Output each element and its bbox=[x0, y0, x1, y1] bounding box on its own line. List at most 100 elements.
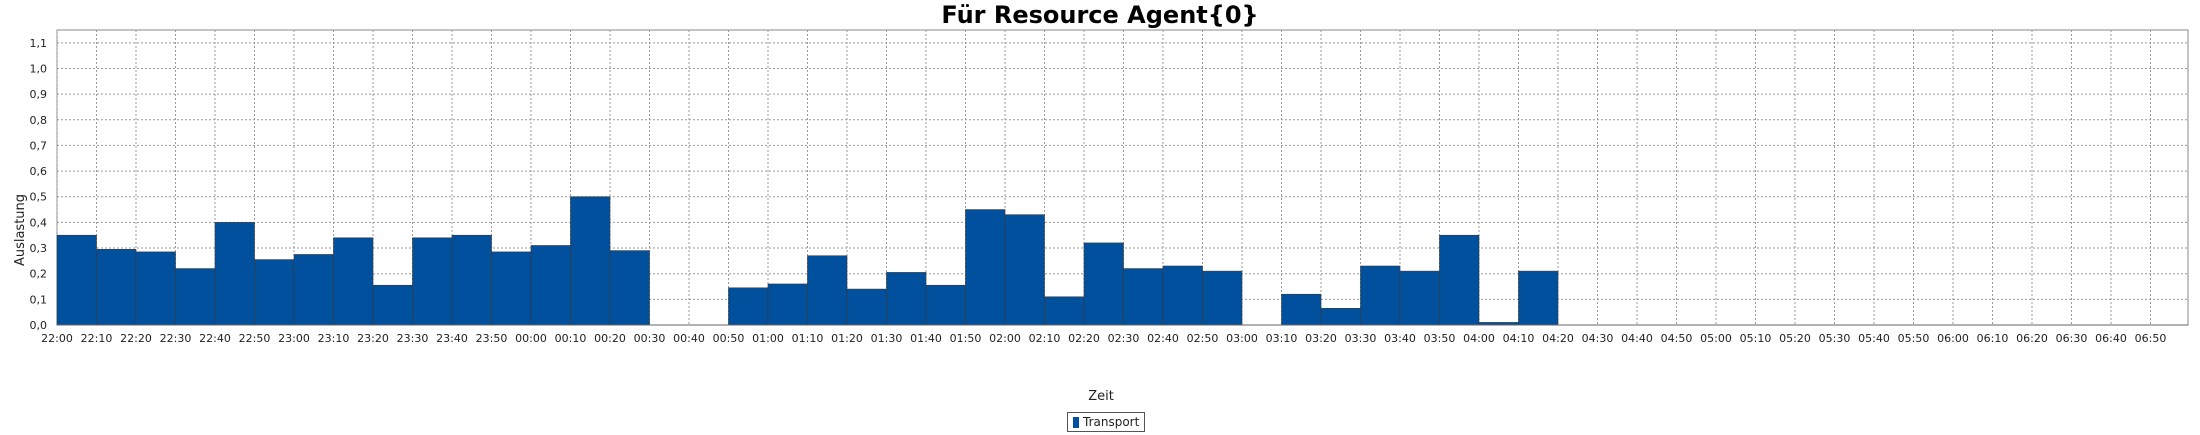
x-tick-label: 22:40 bbox=[199, 332, 231, 345]
y-tick-label: 0,9 bbox=[30, 88, 48, 101]
bar bbox=[135, 251, 176, 326]
grid-layer bbox=[56, 29, 2189, 326]
x-tick-label: 00:10 bbox=[555, 332, 587, 345]
x-tick-label: 00:30 bbox=[634, 332, 666, 345]
x-tick-label: 06:40 bbox=[2095, 332, 2127, 345]
chart-title: Für Resource Agent{0} bbox=[941, 1, 1259, 29]
bar bbox=[56, 234, 97, 326]
y-tick-label: 1,1 bbox=[30, 37, 48, 50]
x-tick-label: 23:40 bbox=[436, 332, 468, 345]
y-tick-label: 0,7 bbox=[30, 139, 48, 152]
x-tick-label: 05:50 bbox=[1898, 332, 1930, 345]
x-tick-label: 06:30 bbox=[2056, 332, 2088, 345]
x-tick-label: 22:10 bbox=[81, 332, 113, 345]
x-tick-label: 05:40 bbox=[1858, 332, 1890, 345]
bar bbox=[214, 222, 255, 326]
x-tick-label: 05:10 bbox=[1740, 332, 1772, 345]
y-tick-label: 0,2 bbox=[30, 268, 48, 281]
bar bbox=[254, 259, 295, 326]
x-tick-label: 00:40 bbox=[673, 332, 705, 345]
x-tick-label: 04:30 bbox=[1582, 332, 1614, 345]
bar bbox=[728, 287, 769, 326]
y-tick-label: 1,0 bbox=[30, 62, 48, 75]
bar bbox=[570, 196, 611, 326]
bar bbox=[1202, 270, 1243, 326]
x-tick-label: 00:00 bbox=[515, 332, 547, 345]
legend: Transport bbox=[1067, 412, 1146, 432]
x-tick-label: 04:50 bbox=[1661, 332, 1693, 345]
bar bbox=[1399, 270, 1440, 326]
y-tick-label: 0,1 bbox=[30, 293, 48, 306]
x-tick-label: 04:40 bbox=[1621, 332, 1653, 345]
x-tick-label: 22:30 bbox=[160, 332, 192, 345]
x-tick-label: 05:30 bbox=[1819, 332, 1851, 345]
x-tick-label: 00:50 bbox=[713, 332, 745, 345]
bar bbox=[767, 283, 808, 326]
x-tick-label: 03:20 bbox=[1305, 332, 1337, 345]
axis-layer: 0,0 0,1 0,2 0,3 0,4 0,5 0,6 0,7 0,8 0,9 1,0 1,1 22:0… bbox=[30, 37, 2188, 345]
y-tick-label: 0,0 bbox=[30, 319, 48, 332]
bar bbox=[1123, 268, 1164, 326]
bar bbox=[1083, 242, 1124, 326]
x-tick-label: 23:50 bbox=[476, 332, 508, 345]
bar bbox=[293, 254, 334, 326]
bar bbox=[175, 268, 216, 326]
x-tick-label: 03:50 bbox=[1424, 332, 1456, 345]
y-tick-label: 0,4 bbox=[30, 216, 48, 229]
x-tick-label: 23:00 bbox=[278, 332, 310, 345]
bar bbox=[96, 249, 137, 326]
x-tick-label: 03:30 bbox=[1345, 332, 1377, 345]
bar bbox=[530, 245, 571, 326]
x-tick-label: 01:10 bbox=[792, 332, 824, 345]
bar bbox=[1004, 214, 1045, 326]
bar bbox=[846, 288, 887, 326]
bar bbox=[609, 250, 650, 326]
x-tick-label: 03:40 bbox=[1384, 332, 1416, 345]
bar bbox=[1162, 265, 1203, 326]
bar bbox=[333, 237, 374, 326]
bar bbox=[372, 284, 413, 326]
x-tick-label: 23:30 bbox=[397, 332, 429, 345]
x-tick-label: 04:00 bbox=[1463, 332, 1495, 345]
x-tick-label: 06:50 bbox=[2135, 332, 2167, 345]
bar bbox=[451, 234, 492, 326]
bar bbox=[1439, 234, 1480, 326]
x-tick-label: 02:00 bbox=[989, 332, 1021, 345]
bar bbox=[491, 251, 532, 326]
x-tick-label: 23:10 bbox=[318, 332, 350, 345]
bar bbox=[412, 237, 453, 326]
legend-label: Transport bbox=[1083, 415, 1140, 429]
x-tick-label: 00:20 bbox=[594, 332, 626, 345]
x-tick-label: 02:50 bbox=[1187, 332, 1219, 345]
bar bbox=[886, 272, 927, 326]
bar bbox=[1360, 265, 1401, 326]
bar bbox=[807, 255, 848, 326]
x-tick-label: 22:00 bbox=[41, 332, 73, 345]
x-tick-label: 01:40 bbox=[910, 332, 942, 345]
bars-layer bbox=[56, 196, 1559, 326]
x-tick-label: 03:10 bbox=[1266, 332, 1298, 345]
y-tick-label: 0,6 bbox=[30, 165, 48, 178]
x-tick-label: 02:30 bbox=[1108, 332, 1140, 345]
x-tick-label: 01:30 bbox=[871, 332, 903, 345]
x-tick-label: 05:20 bbox=[1779, 332, 1811, 345]
y-tick-label: 0,3 bbox=[30, 242, 48, 255]
bar bbox=[965, 209, 1006, 326]
bar bbox=[1320, 308, 1361, 326]
x-tick-label: 01:20 bbox=[831, 332, 863, 345]
x-tick-label: 01:00 bbox=[752, 332, 784, 345]
y-tick-label: 0,5 bbox=[30, 191, 48, 204]
y-axis-title: Auslastung bbox=[13, 194, 28, 266]
x-tick-label: 22:50 bbox=[239, 332, 271, 345]
bar bbox=[1518, 270, 1559, 326]
x-tick-label: 02:40 bbox=[1147, 332, 1179, 345]
legend-swatch-icon bbox=[1073, 416, 1079, 428]
x-tick-label: 05:00 bbox=[1700, 332, 1732, 345]
x-tick-label: 02:20 bbox=[1068, 332, 1100, 345]
x-tick-label: 06:20 bbox=[2016, 332, 2048, 345]
bar bbox=[1044, 296, 1085, 326]
bar bbox=[925, 284, 966, 326]
bar bbox=[1281, 293, 1322, 326]
x-tick-label: 04:10 bbox=[1503, 332, 1535, 345]
